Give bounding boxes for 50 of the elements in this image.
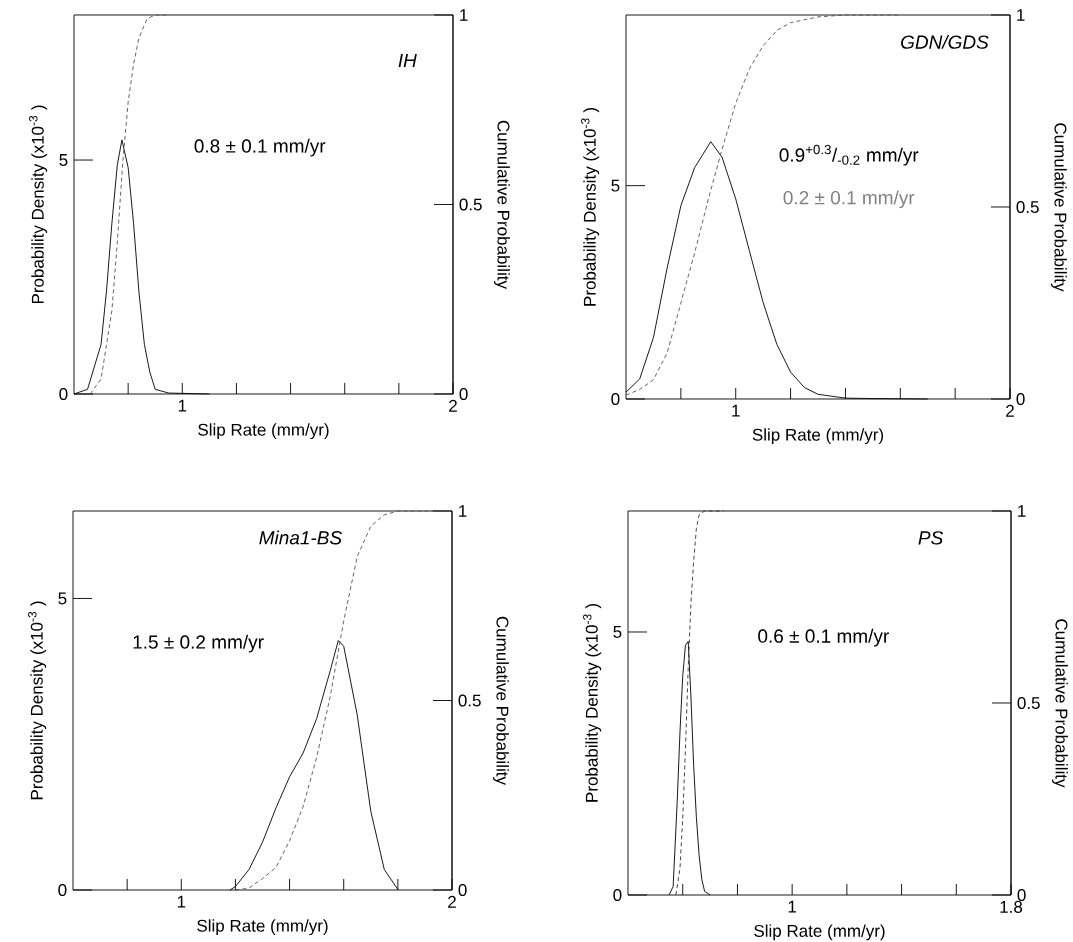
y2-tick-label: 0 [459,387,468,401]
x-axis-title: Slip Rate (mm/yr) [198,423,329,440]
y-axis-title: Probability Density (x10$^{-3}$ ) [583,604,602,802]
y-axis-title: Probability Density (x10$^{-3}$ ) [28,601,47,800]
line-series [675,510,725,896]
y2-tick-label: 0 [1017,888,1026,902]
x-tick-label: 1 [732,404,740,417]
y-tick-label: 0 [59,387,68,401]
y2-tick-label: 0.5 [458,694,481,707]
annotation: IH [398,53,417,68]
y-tick-label: 5 [611,179,620,192]
y-axis-title: Probability Density (x10$^{-3}$ ) [29,105,48,304]
x-tick-label: 2 [449,399,457,412]
y2-tick-label: 0.5 [1016,200,1039,214]
annotation: GDN/GDS [901,34,989,49]
y2-tick-label: 0 [1016,392,1025,406]
x-tick-label: 2 [448,895,456,908]
x-tick-label: 2 [1006,404,1014,417]
annotation: 0.8 ± 0.1 mm/yr [194,138,326,157]
y-tick-label: 0 [58,883,67,897]
y2-axis-title: Cumulative Probability [494,120,510,289]
annotation: 0.6 ± 0.1 mm/yr [758,628,889,647]
y2-tick-label: 0.5 [1017,696,1040,710]
y2-axis-title: Cumulative Probability [1052,619,1068,788]
x-tick-label: 1 [178,399,187,412]
annotation: Mina1-BS [259,530,342,545]
x-axis-title: Slip Rate (mm/yr) [197,919,328,936]
y-tick-label: 5 [58,592,67,605]
x-tick-label: 1 [177,895,186,908]
y2-tick-label: 1 [459,505,467,517]
annotation: 1.5 ± 0.2 mm/yr [133,634,264,653]
y-tick-label: 0 [613,888,622,902]
x-tick-label: 1.8 [1000,900,1023,913]
y2-tick-label: 0.5 [459,198,482,211]
y2-axis-title: Cumulative Probability [1051,123,1067,292]
y2-tick-label: 1 [1018,505,1026,517]
annotation: 0.9$^{+0.3}$/$_{-0.2}$ mm/yr [779,144,919,166]
x-axis-title: Slip Rate (mm/yr) [752,428,884,445]
annotation: 0.2 ± 0.1 mm/yr [783,190,915,209]
y-axis-title: Probability Density (x10$^{-3}$ ) [581,108,600,306]
y-tick-label: 0 [611,392,620,406]
y2-tick-label: 0 [458,883,467,897]
x-tick-label: 1 [788,900,797,913]
annotation: PS [918,531,944,545]
y2-tick-label: 1 [460,9,468,21]
y-tick-label: 5 [613,626,622,638]
y2-axis-title: Cumulative Probability [493,616,509,785]
y2-tick-label: 1 [1017,9,1025,21]
x-axis-title: Slip Rate (mm/yr) [754,924,885,941]
y-tick-label: 5 [59,154,68,166]
